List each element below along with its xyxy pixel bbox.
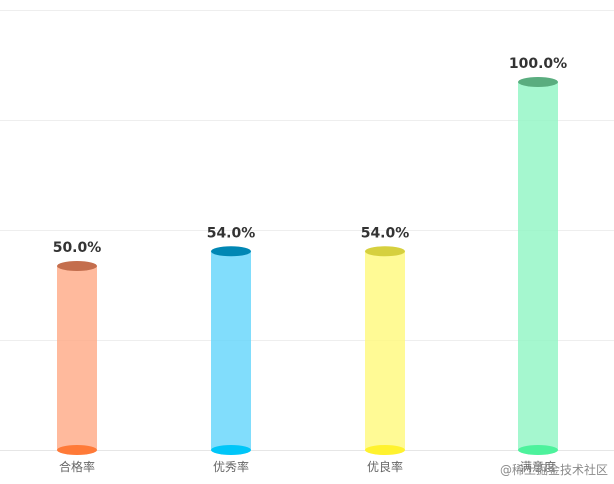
value-label: 50.0% <box>53 240 102 256</box>
bar-body <box>211 251 251 450</box>
bar-bottom-cap <box>57 445 97 455</box>
bar <box>365 246 405 455</box>
bar-body <box>57 266 97 450</box>
bar <box>211 246 251 455</box>
bar-top-cap <box>57 261 97 271</box>
x-tick-label: 满意度 <box>520 459 556 474</box>
bar-bottom-cap <box>211 445 251 455</box>
bar <box>57 261 97 455</box>
bar-top-cap <box>211 246 251 257</box>
bar-top-cap <box>365 246 405 257</box>
x-axis-tick-labels: 合格率 优秀率 优良率 满意度 <box>59 459 556 474</box>
x-tick-label: 优秀率 <box>213 459 249 474</box>
watermark: @稀土掘金技术社区 <box>499 463 608 477</box>
value-labels: 50.0% 54.0% 54.0% 100.0% <box>53 56 567 256</box>
value-label: 54.0% <box>361 225 410 241</box>
x-tick-label: 优良率 <box>367 459 403 474</box>
gridlines <box>0 10 614 451</box>
bar-body <box>518 82 558 450</box>
bar-bottom-cap <box>365 445 405 455</box>
bars <box>57 77 558 455</box>
bar <box>518 77 558 455</box>
x-tick-label: 合格率 <box>59 459 95 474</box>
value-label: 100.0% <box>509 56 567 72</box>
bar-bottom-cap <box>518 445 558 455</box>
bar-top-cap <box>518 77 558 87</box>
bar-body <box>365 251 405 450</box>
value-label: 54.0% <box>207 225 256 241</box>
